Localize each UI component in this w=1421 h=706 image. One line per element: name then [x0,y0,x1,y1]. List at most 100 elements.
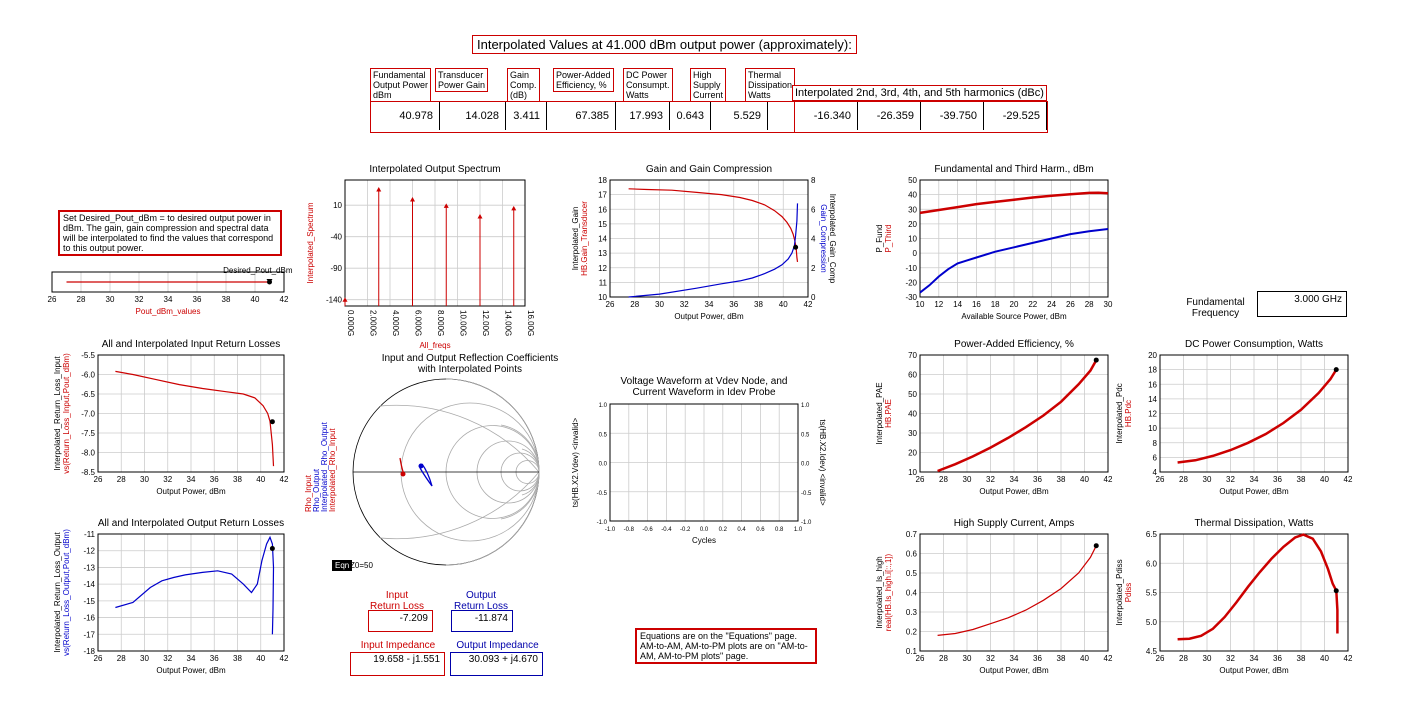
y-tick-label: -140 [326,296,343,305]
thermal-dissipation-chart: Thermal Dissipation, Watts 26 28 30 32 34 36 38… [1115,518,1353,675]
rho-output-trace [419,463,433,487]
y-axis-label-b: vs(Return_Loss_Input,Pout_dBm) [62,353,71,474]
plot-frame [51,271,285,293]
plot-frame [919,179,1109,298]
x-tick-label: 34 [187,475,196,484]
x-tick-label: 36 [210,475,219,484]
x-tick-label: 40 [256,654,265,663]
harmonics-values: -16.340 -26.359 -39.750 -29.525 [794,101,1048,133]
y-tick-label: -5.5 [81,351,95,360]
x-tick-label: 30 [140,475,149,484]
x-tick-label: 0.4 [737,527,746,533]
y-axis-label: Interpolated_PAE [875,382,884,444]
y-tick-label: 18 [598,176,607,185]
x-tick-label: 42 [1104,654,1113,663]
series-p-third [919,228,1109,294]
x-tick-label: 28 [117,475,126,484]
x-tick-label: 12 [934,300,943,309]
harmonics-table: Interpolated 2nd, 3rd, 4th, and 5th harm… [792,85,1048,133]
interpolated-point-marker [1093,543,1099,549]
x-tick-label: 40 [1080,475,1089,484]
x-axis-label: Cycles [692,536,716,545]
y-tick-label: -20 [905,278,917,287]
input-return-loss-chart: All and Interpolated Input Return Losses… [53,339,289,496]
y2-tick-label: 8 [811,176,816,185]
x-tick-label: 22 [1028,300,1037,309]
x-tick-label: 28 [1179,654,1188,663]
table-header-4: DC Power Consumpt. Watts [623,68,673,102]
x-tick-label: 38 [233,475,242,484]
interpolated-point-marker [1333,367,1339,373]
y2-tick-label: 0.5 [801,432,810,438]
y-tick-label: 60 [908,371,917,380]
x-axis-label: Pout_dBm_values [136,307,201,316]
y-tick-label: -15 [83,597,95,606]
x-tick-label: 36 [1033,654,1042,663]
y2-tick-label: 0 [811,293,816,302]
x-axis-label: Output Power, dBm [156,487,226,496]
y-tick-label: -17 [83,630,95,639]
y-axis-label-b: HB.PAE [884,399,893,428]
x-tick-label: 40 [256,475,265,484]
y-axis-label: Interpolated_Return_Loss_Output [53,531,62,652]
y-axis-label: Interpolated_Spectrum [306,202,315,283]
y-tick-label: 14 [1148,395,1157,404]
x-tick-label: 18 [991,300,1000,309]
chart-title: Gain and Gain Compression [646,164,772,175]
voltage-waveform-chart: Voltage Waveform at Vdev Node, andCurren… [571,376,827,545]
plot-frame [919,533,1109,652]
x-tick-label: 32 [986,475,995,484]
y-tick-label: 0.4 [906,589,918,598]
y-tick-label: -0.5 [597,491,608,497]
x-axis-label: Output Power, dBm [979,666,1049,675]
output-impedance-value: 30.093 + j4.670 [450,652,543,676]
spectrum-marker [511,205,517,211]
x-tick-label: 28 [630,300,639,309]
series-hb-gain-transducer [628,188,799,262]
y-axis-label: Interpolated_Is_high [875,556,884,629]
x-tick-label: 14 [953,300,962,309]
x-tick-label: 38 [1057,654,1066,663]
table-header-0: Fundamental Output Power dBm [370,68,432,102]
smith-y-labels: Rho_Input Rho_Output Interpolated_Rho_Ou… [304,422,355,512]
fundamental-frequency-label: Fundamental Frequency [1186,297,1245,319]
x-tick-label: 2.000G [369,310,378,336]
y-tick-label: 70 [908,351,917,360]
table-header-1: Transducer Power Gain [435,68,489,92]
interpolated-point-marker [1333,588,1339,594]
y-tick-label: -90 [330,264,342,273]
y-tick-label: 6.5 [1146,530,1158,539]
series-hb-pae [937,359,1098,473]
y-tick-label: 20 [1148,351,1157,360]
y-tick-label: 12 [1148,410,1157,419]
x-tick-label: 32 [135,295,144,304]
pout-slider-chart[interactable]: 26 28 30 32 34 36 38 40 42 Pout_dBm_values Desired… [30,262,295,324]
x-tick-label: 0.8 [775,527,784,533]
table-value-0: 40.978 [371,102,440,130]
interp-rho-input-label: Interpolated_Rho_Input [328,428,337,512]
y-tick-label: 10 [908,468,917,477]
x-tick-label: 38 [1057,475,1066,484]
y-tick-label: 10 [598,293,607,302]
interpolated-point-marker [1093,357,1099,363]
chart-title: High Supply Current, Amps [954,518,1075,529]
plot-frame [344,179,526,307]
y-tick-label: 12 [598,264,607,273]
harmonic-value-0: -16.340 [795,102,858,130]
y-tick-label: -8.0 [81,449,95,458]
table-value-1: 14.028 [440,102,506,130]
y-axis-label: ts(HB.X2.Vdev) <invalid> [571,417,580,507]
y-axis-label: P_Fund [875,224,884,252]
series-gain-compression [628,203,799,298]
x-axis-label: All_freqs [419,341,450,350]
y-tick-label: 0.5 [599,432,608,438]
y-tick-label: 1.0 [599,403,608,409]
x-tick-label: 32 [163,654,172,663]
y-tick-label: 30 [908,429,917,438]
y-tick-label: 20 [908,449,917,458]
series-hb-is-high [937,545,1097,636]
x-tick-label: 0.000G [346,310,355,336]
x-tick-label: 16.00G [526,310,535,336]
y-tick-label: 15 [598,220,607,229]
x-tick-label: 10 [916,300,925,309]
